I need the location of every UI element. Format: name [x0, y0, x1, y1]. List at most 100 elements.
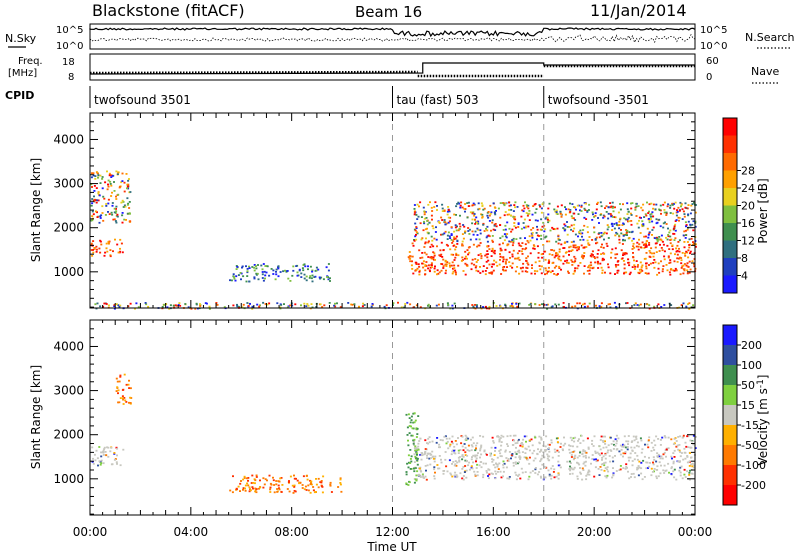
velocity-cell — [534, 467, 537, 469]
power-cell — [119, 304, 122, 307]
power-region — [407, 241, 697, 276]
velocity-cell — [603, 469, 606, 472]
power-cell — [445, 265, 448, 267]
velocity-cell — [465, 436, 468, 439]
power-cell — [413, 204, 416, 206]
power-cell — [406, 301, 409, 304]
power-cell — [486, 214, 489, 217]
power-cell — [622, 254, 624, 256]
velocity-cell — [413, 470, 416, 473]
power-cell — [484, 273, 487, 276]
power-cell — [464, 230, 467, 233]
velocity-cell — [498, 462, 501, 465]
velocity-cell — [534, 468, 537, 471]
velocity-cell — [416, 470, 419, 473]
power-cell — [215, 302, 218, 304]
power-cell — [667, 227, 669, 230]
velocity-cell — [573, 466, 576, 469]
nsearch-axis-bottom: 10^0 — [700, 41, 727, 52]
velocity-cell — [253, 482, 256, 485]
nave-label: Nave — [751, 65, 779, 78]
velocity-cell — [255, 491, 258, 494]
power-cell — [687, 256, 690, 259]
power-cell — [556, 227, 559, 230]
power-cell — [600, 235, 603, 238]
velocity-cell — [679, 466, 682, 469]
power-cell — [555, 211, 558, 213]
power-cell — [540, 272, 543, 275]
power-cell — [358, 305, 360, 308]
power-cell — [101, 187, 104, 190]
power-cell — [112, 250, 114, 253]
velocity-cell — [548, 443, 551, 446]
power-cell — [616, 232, 619, 235]
power-cell — [421, 262, 424, 265]
x-tick-label: 08:00 — [274, 525, 309, 539]
power-cell — [673, 260, 676, 263]
velocity-cell — [557, 472, 560, 475]
velocity-cell — [490, 446, 493, 449]
power-cell — [511, 228, 514, 231]
power-cell — [665, 211, 668, 214]
velocity-cell — [434, 455, 437, 458]
power-cell — [582, 229, 585, 231]
power-cell — [587, 243, 590, 246]
power-cell — [618, 224, 621, 226]
power-cell — [536, 245, 539, 248]
velocity-cell — [564, 442, 567, 445]
power-cell — [95, 201, 98, 204]
power-cell — [549, 229, 552, 232]
power-cell — [522, 222, 525, 224]
velocity-cell — [117, 389, 120, 392]
power-cell — [248, 280, 251, 283]
power-cell — [289, 304, 292, 307]
velocity-ytick-label: 1000 — [53, 472, 84, 486]
velocity-cell — [511, 453, 514, 455]
power-cell — [632, 237, 635, 240]
velocity-region — [405, 412, 420, 486]
power-cell — [578, 232, 581, 235]
power-cell — [262, 301, 265, 304]
power-cell — [205, 302, 208, 305]
power-cell — [595, 208, 598, 211]
velocity-cell — [572, 437, 575, 440]
velocity-cell — [547, 455, 550, 458]
power-cell — [451, 304, 454, 307]
power-cell — [512, 305, 515, 308]
velocity-cell — [461, 454, 464, 456]
power-cell — [611, 205, 614, 208]
power-cell — [512, 241, 515, 244]
velocity-colorbar-segment — [723, 345, 737, 365]
power-cell — [455, 235, 458, 238]
power-cell — [648, 244, 651, 246]
power-cell — [571, 264, 574, 266]
velocity-cell — [421, 452, 424, 454]
velocity-cell — [502, 475, 504, 478]
power-cell — [423, 246, 426, 248]
power-cell — [672, 269, 675, 272]
velocity-cell — [476, 463, 479, 466]
velocity-cell — [614, 438, 617, 441]
power-cell — [613, 216, 616, 218]
power-cell — [246, 268, 249, 270]
power-cell — [521, 266, 524, 269]
power-cell — [674, 229, 677, 232]
power-cell — [499, 237, 502, 239]
power-cell — [576, 302, 579, 305]
velocity-cell — [269, 488, 272, 491]
power-cell — [493, 259, 496, 262]
power-cell — [665, 223, 668, 225]
velocity-region — [91, 446, 125, 467]
power-cell — [546, 218, 549, 221]
velocity-cell — [118, 380, 121, 383]
power-cell — [646, 272, 649, 275]
velocity-cell — [692, 466, 695, 469]
power-cell — [268, 274, 271, 277]
power-cell — [672, 212, 675, 215]
velocity-cell — [266, 479, 268, 482]
power-cell — [596, 256, 599, 259]
velocity-cell — [655, 475, 658, 478]
power-cell — [467, 227, 470, 229]
power-cell — [111, 204, 114, 207]
power-cell — [629, 212, 632, 215]
